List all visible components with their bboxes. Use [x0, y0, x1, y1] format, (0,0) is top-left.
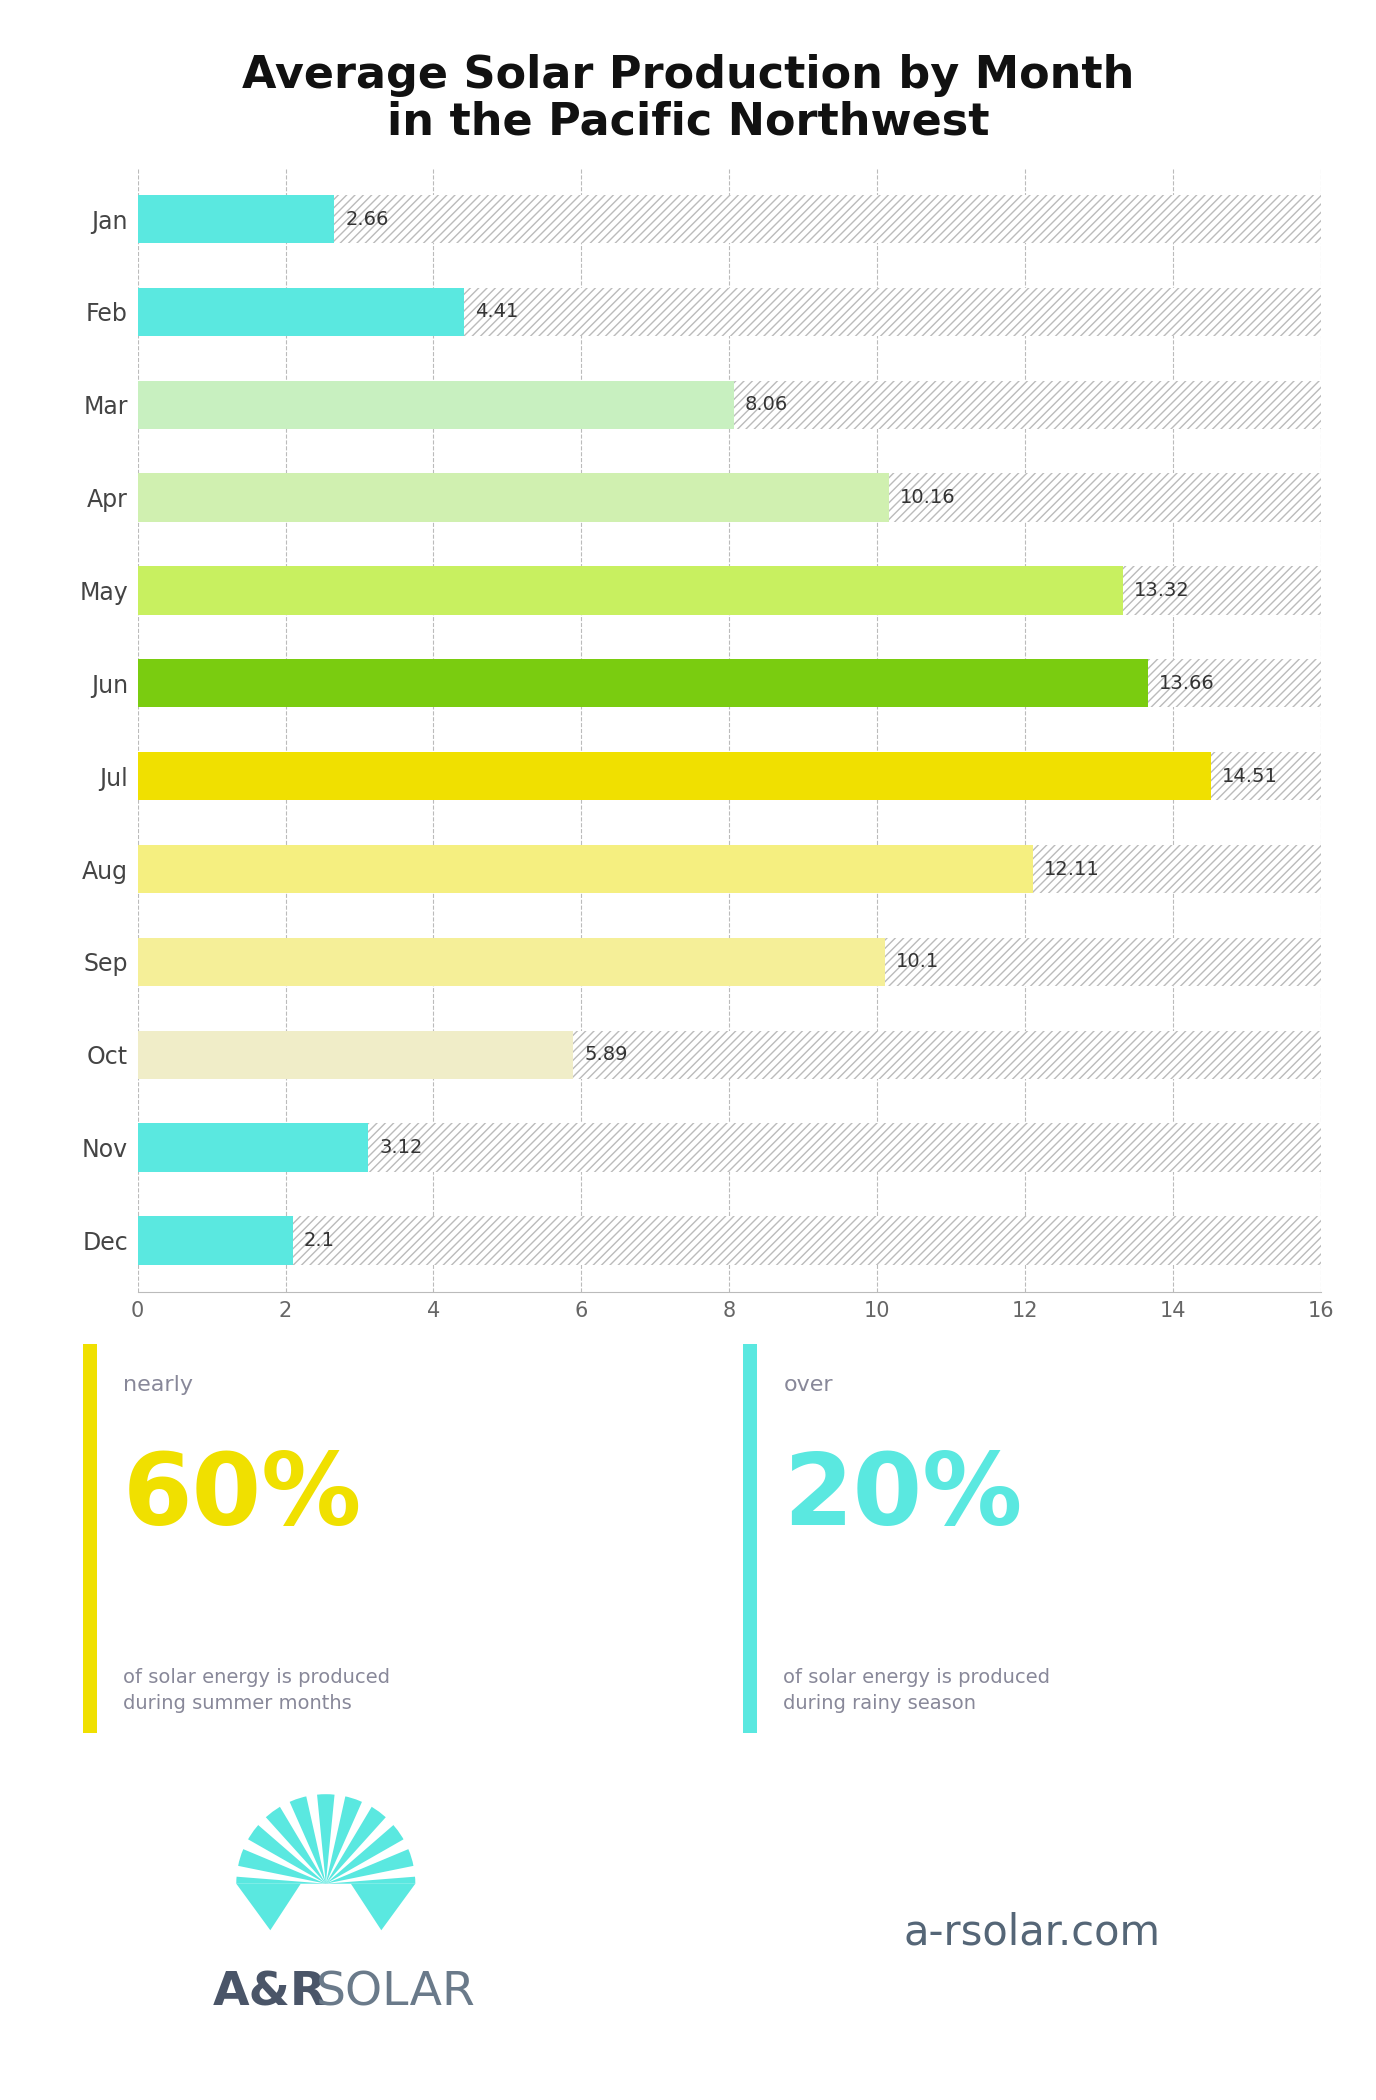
Text: 5.89: 5.89	[585, 1046, 627, 1065]
Text: nearly: nearly	[122, 1376, 193, 1394]
Bar	[138, 195, 1321, 244]
Bar	[138, 1216, 293, 1264]
Text: SOLAR: SOLAR	[315, 1972, 476, 2016]
Text: 8.06: 8.06	[744, 395, 788, 414]
Polygon shape	[305, 1793, 326, 1884]
Bar	[138, 844, 1321, 892]
Polygon shape	[279, 1800, 326, 1884]
Bar	[138, 567, 1321, 615]
Bar	[138, 288, 464, 336]
Bar	[138, 567, 1123, 615]
Text: 2.1: 2.1	[304, 1231, 334, 1250]
Bar	[743, 1344, 757, 1732]
Polygon shape	[242, 1838, 326, 1884]
Text: 3.12: 3.12	[380, 1138, 422, 1157]
Text: 10.16: 10.16	[900, 487, 956, 506]
Text: a-rsolar.com: a-rsolar.com	[904, 1911, 1160, 1953]
Bar	[138, 288, 1321, 336]
Bar	[138, 659, 1321, 708]
Text: 4.41: 4.41	[475, 302, 519, 321]
Text: 13.32: 13.32	[1134, 582, 1190, 601]
Bar	[138, 939, 1321, 987]
Polygon shape	[326, 1838, 410, 1884]
Bar	[138, 659, 1148, 708]
Bar	[138, 1216, 1321, 1264]
Polygon shape	[326, 1816, 395, 1884]
Polygon shape	[351, 1884, 416, 1930]
Bar	[138, 472, 889, 521]
Bar	[138, 380, 733, 428]
Bar	[138, 195, 334, 244]
Bar	[138, 1031, 574, 1079]
Text: 20%: 20%	[783, 1449, 1022, 1546]
Bar	[138, 752, 1321, 800]
Bar	[138, 1031, 1321, 1079]
Text: of solar energy is produced
during rainy season: of solar energy is produced during rainy…	[783, 1667, 1050, 1714]
Text: 10.1: 10.1	[896, 953, 938, 972]
Polygon shape	[326, 1793, 345, 1884]
Text: 2.66: 2.66	[345, 210, 389, 229]
Text: 12.11: 12.11	[1044, 859, 1099, 878]
Text: 13.66: 13.66	[1159, 674, 1215, 693]
Polygon shape	[326, 1865, 417, 1884]
Polygon shape	[326, 1800, 373, 1884]
Text: of solar energy is produced
during summer months: of solar energy is produced during summe…	[122, 1667, 389, 1714]
Polygon shape	[257, 1816, 326, 1884]
Bar	[138, 380, 1321, 428]
Wedge shape	[237, 1793, 416, 1884]
Text: over: over	[783, 1376, 832, 1394]
Bar	[138, 1124, 1321, 1172]
Polygon shape	[235, 1865, 326, 1884]
Text: 14.51: 14.51	[1222, 766, 1278, 785]
Text: A&R: A&R	[213, 1972, 327, 2016]
Bar	[138, 939, 885, 987]
Text: in the Pacific Northwest: in the Pacific Northwest	[387, 101, 989, 143]
Bar	[138, 472, 1321, 521]
Bar	[138, 752, 1211, 800]
Bar	[138, 844, 1033, 892]
Bar	[83, 1344, 96, 1732]
Text: Average Solar Production by Month: Average Solar Production by Month	[242, 55, 1134, 97]
Polygon shape	[237, 1884, 301, 1930]
Text: 60%: 60%	[122, 1449, 362, 1546]
Bar	[138, 1124, 369, 1172]
